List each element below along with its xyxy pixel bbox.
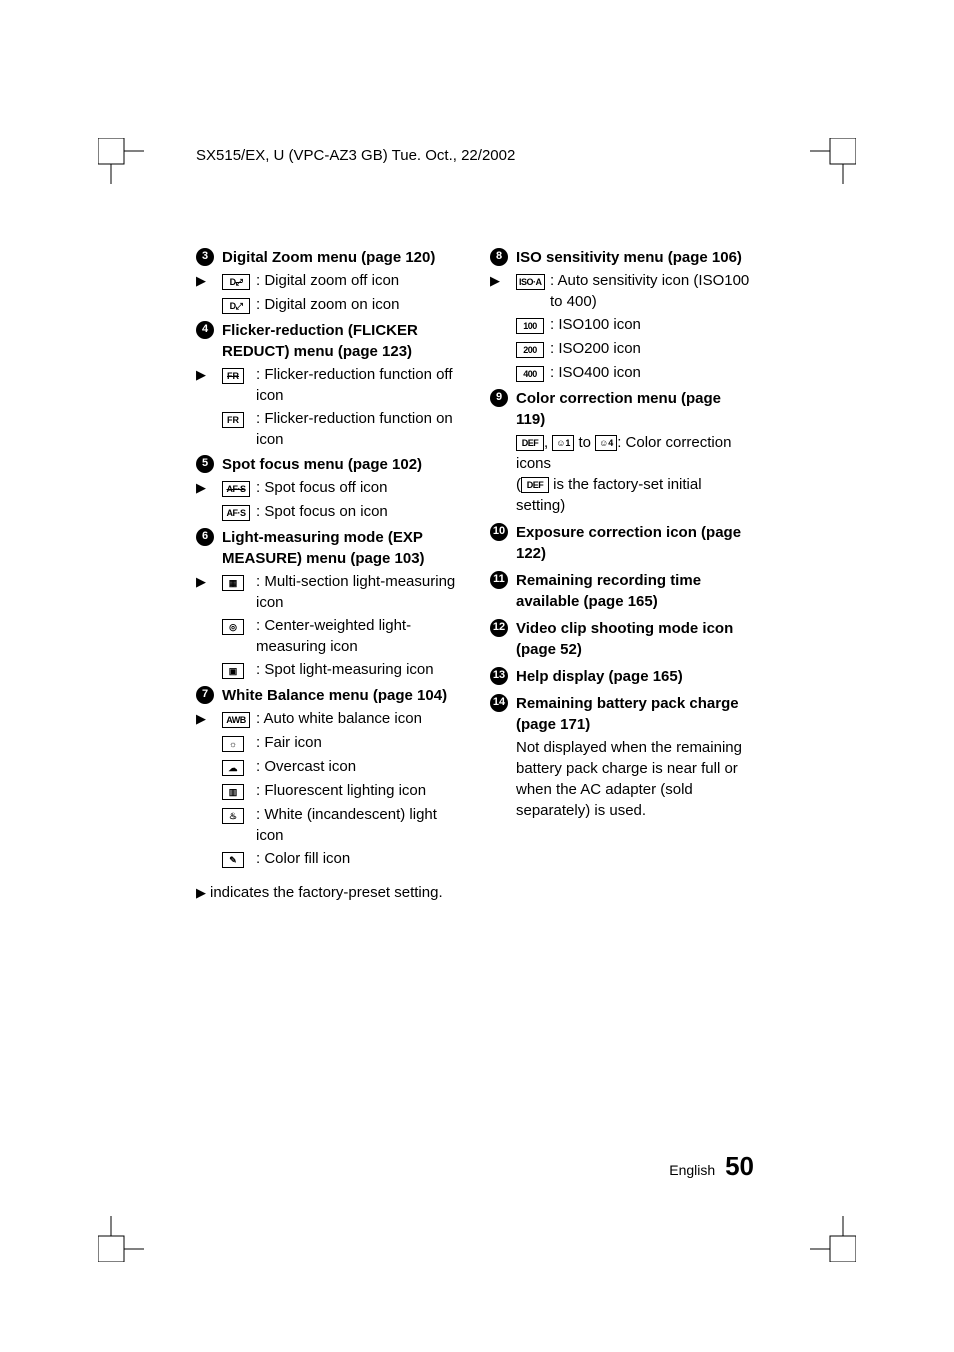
default-arrow: ▶ bbox=[196, 364, 222, 384]
heading-7: White Balance menu (page 104) bbox=[222, 685, 447, 706]
fluorescent-text: : Fluorescent lighting icon bbox=[256, 780, 460, 801]
spotfocus-on-text: : Spot focus on icon bbox=[256, 501, 460, 522]
spotmeter-text: : Spot light-measuring icon bbox=[256, 659, 460, 680]
heading-9: Color correction menu (page 119) bbox=[516, 388, 754, 430]
crop-mark-tl bbox=[98, 138, 144, 184]
heading-8: ISO sensitivity menu (page 106) bbox=[516, 247, 742, 268]
awb-icon: AWB bbox=[222, 712, 250, 728]
isoauto-icon: ISO·A bbox=[516, 274, 545, 290]
left-column: 3 Digital Zoom menu (page 120) ▶D⤢: Digi… bbox=[196, 247, 460, 903]
right-column: 8 ISO sensitivity menu (page 106) ▶ISO·A… bbox=[490, 247, 754, 903]
spotfocus-off-icon: AF·S bbox=[222, 481, 250, 497]
multisection-icon: ▦ bbox=[222, 575, 244, 591]
footer-lang: English bbox=[669, 1162, 715, 1178]
def-icon-2: DEF bbox=[521, 477, 549, 493]
iso400-text: : ISO400 icon bbox=[550, 362, 754, 383]
awb-text: : Auto white balance icon bbox=[256, 708, 460, 729]
iso200-icon: 200 bbox=[516, 342, 544, 358]
default-arrow: ▶ bbox=[196, 477, 222, 497]
overcast-icon: ☁ bbox=[222, 760, 244, 776]
iso100-icon: 100 bbox=[516, 318, 544, 334]
battery-body: Not displayed when the remaining battery… bbox=[516, 737, 754, 821]
cc4-icon: ☺4 bbox=[595, 435, 617, 451]
flicker-off-icon: FR bbox=[222, 368, 244, 384]
centerweighted-text: : Center-weighted light-measuring icon bbox=[256, 615, 460, 657]
spotfocus-off-text: : Spot focus off icon bbox=[256, 477, 460, 498]
dzoom-off-icon: D⤢ bbox=[222, 274, 250, 290]
default-arrow: ▶ bbox=[196, 270, 222, 290]
iso100-text: : ISO100 icon bbox=[550, 314, 754, 335]
spotfocus-on-icon: AF·S bbox=[222, 505, 250, 521]
color-correction-body: DEF, ☺1 to ☺4: Color correction icons (D… bbox=[516, 432, 754, 516]
bullet-3: 3 bbox=[196, 248, 214, 266]
multisection-text: : Multi-section light-measuring icon bbox=[256, 571, 460, 613]
centerweighted-icon: ◎ bbox=[222, 619, 244, 635]
flicker-off-text: : Flicker-reduction function off icon bbox=[256, 364, 460, 406]
default-arrow: ▶ bbox=[196, 708, 222, 728]
incandescent-icon: ♨ bbox=[222, 808, 244, 824]
heading-6: Light-measuring mode (EXP MEASURE) menu … bbox=[222, 527, 460, 569]
heading-4: Flicker-reduction (FLICKER REDUCT) menu … bbox=[222, 320, 460, 362]
bullet-11: 11 bbox=[490, 571, 508, 589]
bullet-14: 14 bbox=[490, 694, 508, 712]
bullet-12: 12 bbox=[490, 619, 508, 637]
bullet-13: 13 bbox=[490, 667, 508, 685]
bullet-10: 10 bbox=[490, 523, 508, 541]
fair-icon: ☼ bbox=[222, 736, 244, 752]
heading-5: Spot focus menu (page 102) bbox=[222, 454, 422, 475]
bullet-4: 4 bbox=[196, 321, 214, 339]
iso400-icon: 400 bbox=[516, 366, 544, 382]
crop-mark-br bbox=[810, 1216, 856, 1262]
colorfill-icon: ✎ bbox=[222, 852, 244, 868]
heading-14: Remaining battery pack charge (page 171) bbox=[516, 693, 754, 735]
heading-13: Help display (page 165) bbox=[516, 666, 683, 687]
isoauto-text: : Auto sensitivity icon (ISO100 to 400) bbox=[550, 270, 754, 312]
iso200-text: : ISO200 icon bbox=[550, 338, 754, 359]
fair-text: : Fair icon bbox=[256, 732, 460, 753]
footer-page-number: 50 bbox=[725, 1151, 754, 1181]
heading-10: Exposure correction icon (page 122) bbox=[516, 522, 754, 564]
flicker-on-text: : Flicker-reduction function on icon bbox=[256, 408, 460, 450]
content-columns: 3 Digital Zoom menu (page 120) ▶D⤢: Digi… bbox=[196, 247, 754, 903]
crop-mark-tr bbox=[810, 138, 856, 184]
footnote: ▶indicates the factory-preset setting. bbox=[196, 882, 460, 903]
heading-12: Video clip shooting mode icon (page 52) bbox=[516, 618, 754, 660]
colorfill-text: : Color fill icon bbox=[256, 848, 460, 869]
dzoom-on-icon: D⤢ bbox=[222, 298, 250, 314]
bullet-9: 9 bbox=[490, 389, 508, 407]
def-icon: DEF bbox=[516, 435, 544, 451]
default-arrow: ▶ bbox=[196, 571, 222, 591]
bullet-7: 7 bbox=[196, 686, 214, 704]
dzoom-off-text: : Digital zoom off icon bbox=[256, 270, 460, 291]
overcast-text: : Overcast icon bbox=[256, 756, 460, 777]
heading-11: Remaining recording time available (page… bbox=[516, 570, 754, 612]
fluorescent-icon: ▥ bbox=[222, 784, 244, 800]
bullet-5: 5 bbox=[196, 455, 214, 473]
bullet-8: 8 bbox=[490, 248, 508, 266]
spotmeter-icon: ▣ bbox=[222, 663, 244, 679]
heading-3: Digital Zoom menu (page 120) bbox=[222, 247, 435, 268]
flicker-on-icon: FR bbox=[222, 412, 244, 428]
incandescent-text: : White (incandescent) light icon bbox=[256, 804, 460, 846]
default-arrow: ▶ bbox=[490, 270, 516, 290]
bullet-6: 6 bbox=[196, 528, 214, 546]
page-header: SX515/EX, U (VPC-AZ3 GB) Tue. Oct., 22/2… bbox=[196, 147, 515, 164]
page-footer: English 50 bbox=[669, 1151, 754, 1182]
cc1-icon: ☺1 bbox=[552, 435, 574, 451]
dzoom-on-text: : Digital zoom on icon bbox=[256, 294, 460, 315]
crop-mark-bl bbox=[98, 1216, 144, 1262]
